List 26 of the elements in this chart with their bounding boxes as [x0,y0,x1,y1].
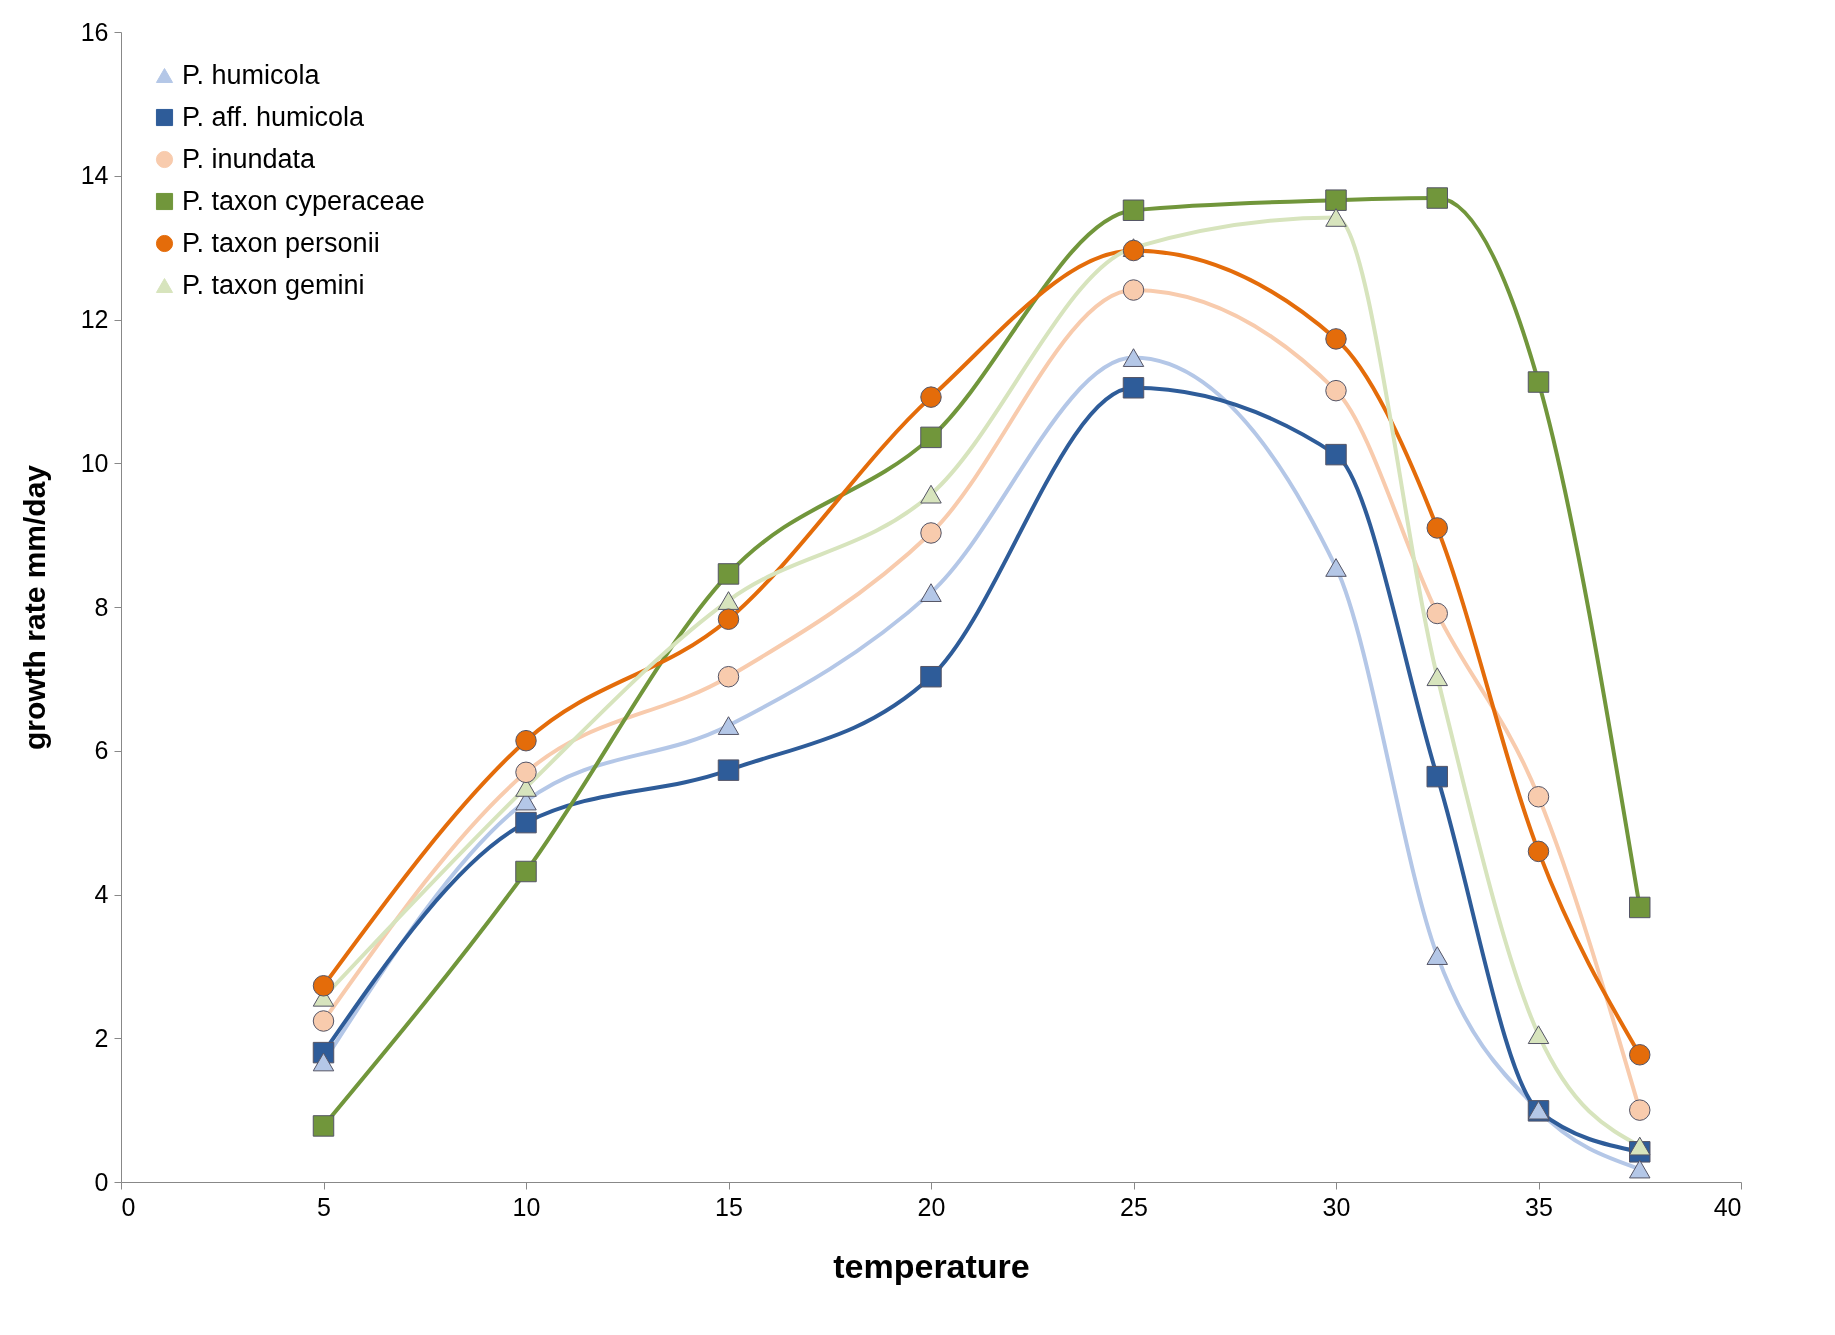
y-axis-title: growth rate mm/day [17,464,51,751]
y-tick-label: 16 [80,17,109,46]
y-tick-label: 8 [94,592,109,621]
x-tick-label: 35 [1525,1192,1553,1221]
legend-label: P. aff. humicola [182,101,366,132]
x-tick-label: 40 [1713,1192,1742,1221]
x-tick-label: 10 [512,1192,541,1221]
x-tick-label: 5 [317,1192,331,1221]
y-tick-label: 12 [80,305,109,333]
x-tick-label: 0 [121,1192,136,1221]
y-tick-label: 4 [94,880,109,908]
x-tick-label: 30 [1322,1192,1351,1221]
y-tick-label: 6 [94,736,109,765]
y-tick-label: 0 [94,1167,109,1196]
legend-label: P. humicola [182,59,321,90]
legend-label: P. inundata [182,143,317,174]
x-axis-title: temperature [833,1246,1030,1285]
y-tick-label: 2 [94,1023,109,1052]
y-tick-label: 10 [80,448,109,477]
x-tick-label: 25 [1120,1192,1148,1221]
legend-label: P. taxon personii [182,227,380,258]
legend-label: P. taxon cyperaceae [182,185,425,216]
x-tick-label: 20 [917,1192,946,1221]
x-tick-label: 15 [715,1192,743,1221]
legend-label: P. taxon gemini [182,269,365,300]
y-tick-label: 14 [80,161,109,190]
